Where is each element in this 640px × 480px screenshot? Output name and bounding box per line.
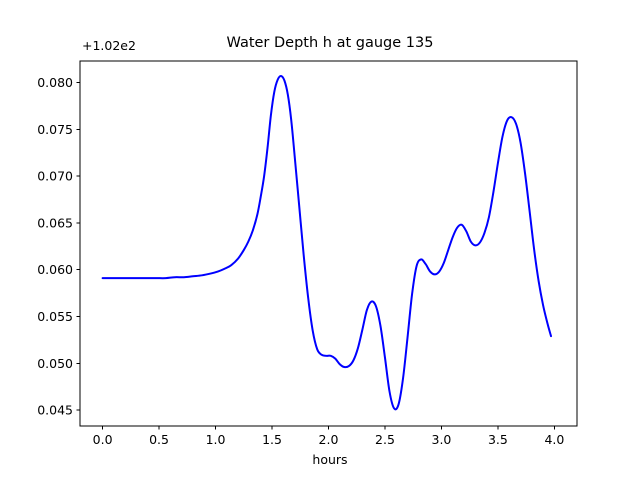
y-tick-label: 0.050 [37,356,73,371]
y-tick-label: 0.055 [37,309,73,324]
x-tick-label: 3.5 [488,432,508,447]
x-tick-label: 2.0 [319,432,339,447]
x-axis-title: hours [312,452,347,467]
x-tick-label: 0.0 [93,432,113,447]
series-line-h [101,74,553,411]
y-axis-offset-label: +1.02e2 [82,38,136,53]
x-axis-ticks: 0.0 0.5 1.0 1.5 2.0 2.5 3.0 3.5 4.0 [93,426,564,447]
data-series-group [101,74,553,411]
y-axis-ticks: 0.045 0.050 0.055 0.060 0.065 0.070 0.075 0.080 [37,75,80,418]
y-tick-label: 0.070 [37,169,73,184]
x-tick-label: 1.0 [206,432,226,447]
plot-frame [79,60,578,427]
y-tick-label: 0.060 [37,262,73,277]
y-tick-label: 0.080 [37,75,73,90]
y-tick-label: 0.045 [37,403,73,418]
chart-title: Water Depth h at gauge 135 [227,35,434,51]
x-tick-label: 4.0 [544,432,564,447]
x-tick-label: 2.5 [375,432,395,447]
y-tick-label: 0.065 [37,215,73,230]
y-tick-label: 0.075 [37,122,73,137]
x-tick-label: 3.0 [432,432,452,447]
x-tick-label: 1.5 [262,432,282,447]
plot-area-border [79,60,578,427]
x-tick-label: 0.5 [149,432,169,447]
